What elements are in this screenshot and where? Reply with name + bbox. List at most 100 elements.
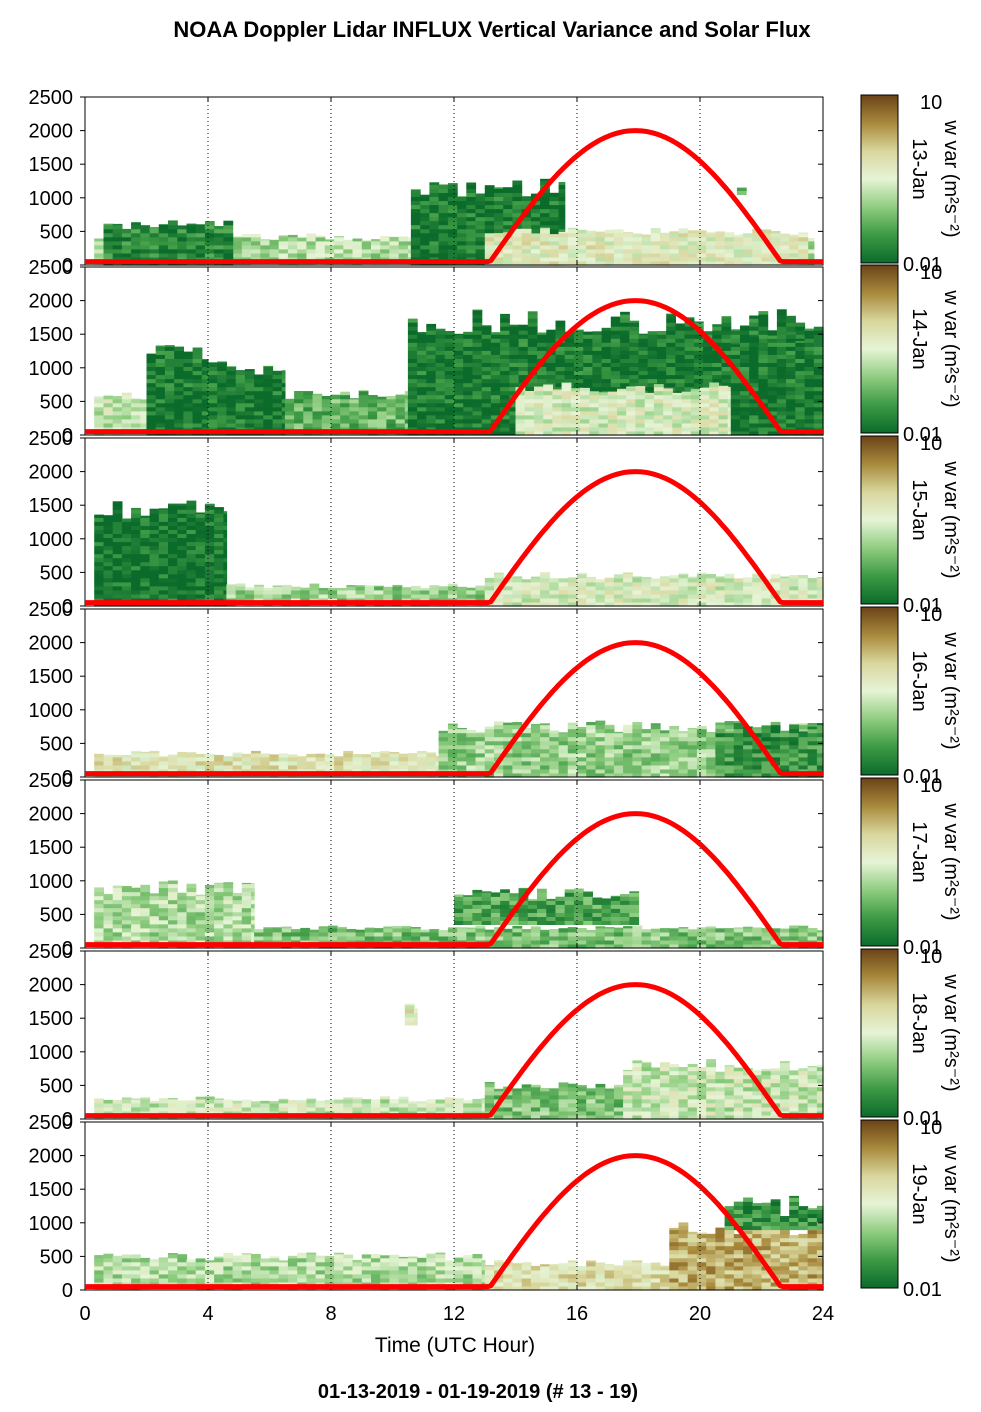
- heatmap-cell: [410, 240, 421, 246]
- heatmap-cell: [644, 418, 655, 424]
- heatmap-cell: [672, 406, 683, 412]
- heatmap-cell: [140, 525, 151, 530]
- heatmap-cell: [241, 764, 252, 770]
- heatmap-cell: [204, 549, 215, 555]
- heatmap-cell: [583, 358, 593, 363]
- heatmap-cell: [420, 216, 430, 222]
- heatmap-cell: [331, 422, 341, 428]
- heatmap-cell: [543, 426, 553, 432]
- heatmap-cell: [530, 581, 541, 587]
- heatmap-cell: [112, 224, 123, 230]
- heatmap-cell: [312, 410, 323, 416]
- heatmap-cell: [398, 248, 409, 254]
- heatmap-cell: [758, 390, 769, 396]
- heatmap-cell: [586, 252, 596, 258]
- heatmap-cell: [149, 232, 160, 238]
- heatmap-cell: [186, 585, 197, 591]
- heatmap-cell: [463, 358, 473, 363]
- heatmap-cell: [131, 517, 141, 522]
- heatmap-cell: [795, 394, 806, 400]
- heatmap-cell: [204, 760, 215, 766]
- heatmap-cell: [426, 358, 437, 363]
- heatmap-cell: [509, 378, 520, 384]
- heatmap-cell: [715, 248, 726, 254]
- heatmap-cell: [484, 224, 495, 230]
- heatmap-cell: [177, 589, 188, 595]
- heatmap-cell: [410, 192, 421, 197]
- heatmap-cell: [131, 529, 141, 534]
- heatmap-cell: [564, 334, 575, 339]
- heatmap-cell: [595, 589, 606, 595]
- heatmap-cell: [204, 521, 215, 526]
- heatmap-cell: [638, 354, 649, 359]
- heatmap-cell: [721, 342, 732, 347]
- heatmap-cell: [650, 589, 661, 595]
- heatmap-cell: [586, 236, 596, 242]
- heatmap-cell: [380, 244, 390, 250]
- heatmap-cell: [177, 569, 188, 575]
- heatmap-cell: [155, 418, 166, 424]
- heatmap-cell: [121, 760, 132, 766]
- heatmap-cell: [466, 587, 477, 591]
- heatmap-cell: [503, 602, 513, 607]
- heatmap-cell: [537, 342, 547, 347]
- heatmap-cell: [281, 589, 292, 595]
- heatmap-cell: [730, 329, 741, 331]
- heatmap-cell: [607, 418, 618, 424]
- heatmap-cell: [795, 390, 806, 396]
- heatmap-cell: [457, 216, 467, 222]
- heatmap-cell: [121, 581, 132, 587]
- heatmap-cell: [420, 200, 430, 206]
- heatmap-cell: [214, 581, 224, 587]
- heatmap-cell: [595, 593, 606, 599]
- heatmap-cell: [168, 569, 178, 575]
- heatmap-cell: [475, 252, 486, 258]
- heatmap-cell: [121, 248, 132, 254]
- heatmap-cell: [577, 573, 587, 579]
- heatmap-cell: [718, 402, 729, 408]
- heatmap-cell: [490, 366, 501, 372]
- heatmap-cell: [660, 240, 670, 246]
- heatmap-cell: [208, 414, 218, 420]
- heatmap-cell: [780, 585, 790, 591]
- heatmap-cell: [653, 386, 664, 392]
- heatmap-cell: [749, 318, 759, 323]
- heatmap-cell: [675, 346, 686, 351]
- heatmap-cell: [177, 521, 188, 526]
- heatmap-cell: [789, 593, 799, 599]
- heatmap-cell: [426, 334, 437, 339]
- heatmap-cell: [297, 237, 307, 242]
- heatmap-cell: [715, 256, 726, 262]
- heatmap-cell: [567, 232, 578, 238]
- heatmap-cell: [540, 216, 550, 222]
- heatmap-cell: [398, 252, 409, 258]
- heatmap-cell: [733, 597, 744, 603]
- heatmap-cell: [407, 398, 418, 404]
- heatmap-cell: [543, 402, 553, 408]
- heatmap-cell: [168, 236, 178, 242]
- heatmap-cell: [767, 402, 778, 408]
- heatmap-cell: [103, 418, 114, 424]
- heatmap-cell: [798, 577, 809, 583]
- heatmap-cell: [146, 386, 157, 392]
- heatmap-cell: [617, 422, 627, 428]
- heatmap-cell: [666, 378, 676, 384]
- heatmap-cell: [595, 579, 606, 583]
- heatmap-cell: [358, 402, 369, 408]
- heatmap-cell: [684, 330, 695, 335]
- heatmap-cell: [693, 354, 704, 359]
- heatmap-cell: [367, 414, 378, 420]
- heatmap-cell: [813, 366, 824, 372]
- heatmap-cell: [226, 398, 237, 404]
- heatmap-cell: [426, 398, 437, 404]
- heatmap-cell: [426, 374, 437, 380]
- heatmap-cell: [629, 342, 640, 347]
- heatmap-cell: [743, 577, 753, 579]
- heatmap-cell: [284, 410, 295, 416]
- heatmap-cell: [580, 394, 590, 400]
- heatmap-cell: [149, 577, 160, 583]
- heatmap-cell: [204, 585, 215, 591]
- heatmap-cell: [454, 422, 464, 428]
- heatmap-cell: [291, 586, 301, 591]
